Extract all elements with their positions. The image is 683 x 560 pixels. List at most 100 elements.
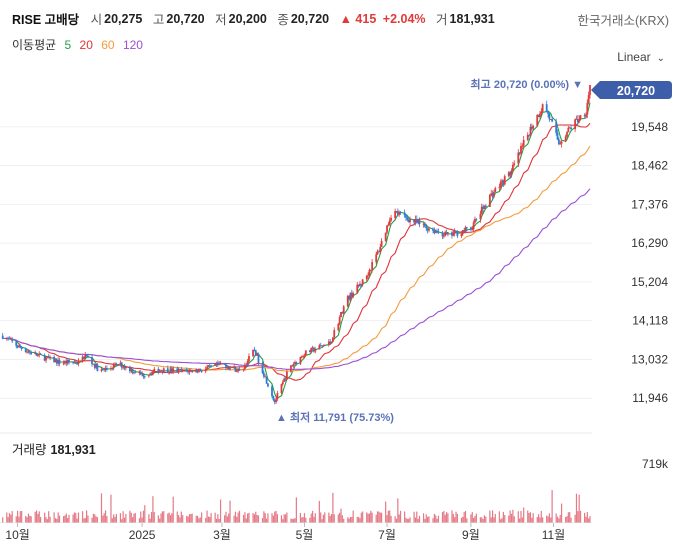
volume-bar — [123, 517, 126, 523]
candle-body — [526, 134, 529, 140]
candle-body — [77, 360, 80, 364]
candle-body — [223, 363, 226, 365]
volume-bar — [466, 518, 468, 523]
candle-body — [329, 341, 332, 344]
candle-body — [283, 378, 286, 382]
volume-bar — [195, 515, 197, 523]
volume-bar — [283, 514, 285, 523]
ma-20[interactable]: 20 — [79, 38, 93, 52]
y-tick-label: 19,548 — [631, 120, 668, 134]
scale-label: Linear — [617, 50, 651, 64]
volume-bar — [370, 510, 372, 523]
candle-body — [130, 369, 133, 372]
candle-body — [65, 361, 68, 364]
volume-bar — [508, 515, 510, 523]
candle-body — [96, 364, 99, 372]
volume-bar — [34, 511, 36, 523]
volume-bar — [404, 511, 406, 523]
candle-body — [177, 369, 180, 372]
candle-body — [507, 172, 510, 177]
volume-bar — [264, 513, 266, 523]
candle-body — [388, 220, 391, 225]
volume-bar — [309, 517, 311, 523]
ma-60[interactable]: 60 — [101, 38, 115, 52]
volume-bar — [539, 517, 541, 523]
candle-body — [234, 366, 237, 372]
volume-bar — [141, 517, 143, 523]
volume-bar — [586, 511, 588, 523]
volume-bar — [310, 513, 312, 523]
volume-bar — [237, 512, 239, 523]
candle-body — [43, 355, 46, 361]
candle-body — [442, 235, 445, 237]
candle-body — [365, 275, 368, 280]
candle-body — [112, 364, 115, 369]
volume-bar — [390, 515, 392, 523]
high-label: 고 — [152, 13, 165, 27]
candle-body — [340, 312, 342, 318]
volume-bar — [234, 511, 237, 523]
volume-bar — [474, 516, 476, 523]
candle-body — [585, 114, 587, 117]
candle-body — [138, 372, 141, 374]
candle-body — [513, 163, 516, 165]
volume-bar — [578, 494, 580, 523]
volume-bar — [106, 516, 108, 523]
volume-bar — [528, 513, 530, 523]
candle-body — [58, 359, 61, 364]
volume-bar — [49, 516, 51, 523]
candle-body — [284, 378, 287, 380]
candle-body — [39, 353, 42, 356]
candle-body — [522, 139, 525, 146]
candle-body — [242, 368, 245, 370]
volume-bar — [210, 513, 212, 523]
volume-bar — [148, 514, 150, 523]
volume-bar — [371, 512, 373, 523]
scale-dropdown[interactable]: Linear ⌄ — [617, 50, 665, 64]
volume-bar — [443, 510, 445, 523]
volume-bar — [527, 510, 529, 523]
candle-body — [262, 372, 265, 377]
volume-bar — [447, 513, 449, 523]
ma-120[interactable]: 120 — [122, 38, 143, 52]
volume-bar — [209, 517, 211, 523]
candle-body — [147, 374, 150, 377]
volume-bar — [30, 516, 32, 523]
volume-bar — [255, 511, 257, 523]
volume-bar — [233, 515, 235, 523]
volume-bar — [398, 514, 400, 523]
volume-bar — [536, 517, 538, 523]
volume-bar — [414, 517, 417, 523]
volume-bar — [18, 516, 20, 523]
volume-title-value: 181,931 — [50, 443, 96, 457]
ma-5[interactable]: 5 — [64, 38, 72, 52]
candle-body — [502, 180, 505, 185]
volume-bar — [332, 492, 334, 523]
candle-body — [556, 132, 559, 140]
candle-body — [479, 213, 482, 220]
candle-body — [356, 284, 359, 294]
volume-bar — [295, 497, 297, 523]
candle-body — [253, 349, 256, 351]
x-axis-labels: 10월 2025 3월 5월 7월 9월 11월 — [5, 523, 565, 542]
candle-body — [187, 370, 189, 373]
candle-body — [575, 118, 578, 120]
header: RISE 고배당 시 20,275 고 20,720 저 20,200 종 20,720… — [0, 0, 683, 56]
candle-body — [327, 341, 330, 345]
candle-body — [494, 188, 497, 193]
moving-average-legend[interactable]: 이동평균 5 20 60 120 — [12, 36, 148, 53]
volume-bar — [491, 510, 494, 523]
candle-body — [425, 226, 428, 229]
volume-bar — [103, 513, 105, 523]
volume-bars — [2, 490, 591, 523]
candle-body — [432, 229, 434, 231]
volume-bar — [386, 515, 388, 523]
volume-bar — [376, 511, 379, 523]
candle-body — [157, 368, 160, 373]
volume-bar — [45, 517, 47, 523]
y-axis: 11,946 13,032 14,118 15,204 16,290 17,376 18,4… — [631, 120, 668, 405]
volume-bar — [86, 510, 88, 523]
volume-bar — [225, 511, 227, 523]
candle-body — [587, 95, 590, 103]
